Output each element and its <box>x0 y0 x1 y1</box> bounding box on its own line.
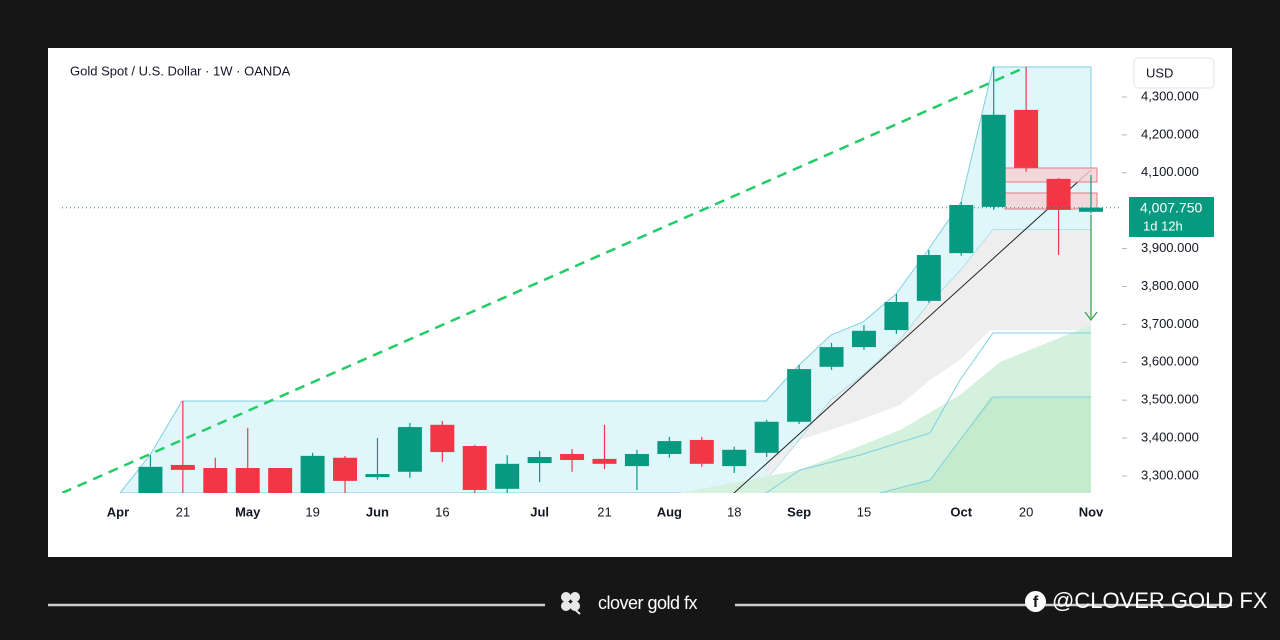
y-tick-label: 4,200.000 <box>1141 126 1199 141</box>
clover-icon <box>561 592 581 615</box>
candle-body <box>787 369 812 422</box>
handle: @CLOVER GOLD FX <box>1052 588 1268 613</box>
trend-line <box>733 169 1092 493</box>
candle-body <box>170 464 195 470</box>
candle-body <box>819 347 844 367</box>
x-tick-label: Sep <box>787 504 811 519</box>
x-tick-label: Oct <box>950 504 972 519</box>
candle-body <box>268 467 293 493</box>
candle-body <box>300 455 325 493</box>
candle-body <box>689 439 714 464</box>
x-tick-label: Nov <box>1079 504 1104 519</box>
candle-body <box>916 255 941 301</box>
currency[interactable]: USD <box>1146 65 1173 80</box>
x-tick-label: 15 <box>857 504 871 519</box>
candle-body <box>592 458 617 464</box>
x-tick-label: 18 <box>727 504 741 519</box>
x-tick-label: May <box>235 504 261 519</box>
y-tick-label: 3,400.000 <box>1141 429 1199 444</box>
x-tick-label: Jun <box>366 504 389 519</box>
last-price-label: 4,007.750 <box>1140 200 1202 216</box>
candle-body <box>624 453 649 467</box>
y-tick-label: 3,800.000 <box>1141 278 1199 293</box>
candle-body <box>1014 109 1039 168</box>
countdown: 1d 12h <box>1143 218 1183 233</box>
candle-body <box>560 453 585 461</box>
x-tick-label: 21 <box>597 504 611 519</box>
cloud-green-dark <box>880 397 1091 493</box>
chart-title: Gold Spot / U.S. Dollar · 1W · OANDA <box>70 63 291 78</box>
candle-body <box>722 449 747 467</box>
candle-body <box>1046 178 1071 210</box>
candle-body <box>657 441 682 454</box>
facebook-icon <box>1025 591 1046 612</box>
candle-body <box>430 424 455 453</box>
facebook-glyph: f <box>1033 594 1039 611</box>
x-tick-label: 16 <box>435 504 449 519</box>
x-tick-label: Apr <box>107 504 129 519</box>
channel-line <box>765 332 1091 493</box>
candle-body <box>949 204 974 254</box>
candle-body <box>981 114 1006 207</box>
x-tick-label: 20 <box>1019 504 1033 519</box>
y-tick-label: 3,500.000 <box>1141 392 1199 407</box>
y-tick-label: 3,600.000 <box>1141 354 1199 369</box>
candle-body <box>235 467 260 493</box>
x-tick-label: 21 <box>176 504 190 519</box>
y-tick-label: 4,100.000 <box>1141 164 1199 179</box>
drawings <box>62 65 1098 493</box>
trend-dashed <box>62 65 1027 493</box>
price-tag <box>1129 197 1214 237</box>
y-tick-label: 3,300.000 <box>1141 467 1199 482</box>
candle-body <box>203 467 228 493</box>
candle-body <box>365 474 390 478</box>
cloud-gray <box>734 230 1091 493</box>
candle-body <box>884 302 909 331</box>
arrow <box>1084 215 1098 321</box>
x-tick-label: 19 <box>305 504 319 519</box>
candle-body <box>495 463 520 489</box>
candle-body <box>527 456 552 464</box>
candle-body <box>397 427 422 472</box>
channel-line <box>879 396 1091 493</box>
x-tick-label: Aug <box>657 504 682 519</box>
candle-body <box>754 421 779 453</box>
brand: clover gold fx <box>598 593 698 613</box>
x-tick-label: Jul <box>530 504 549 519</box>
y-tick-label: 4,300.000 <box>1141 88 1199 103</box>
candles <box>138 66 1103 493</box>
candle-body <box>1079 207 1103 212</box>
y-tick-label: 3,700.000 <box>1141 316 1199 331</box>
y-tick-label: 3,900.000 <box>1141 240 1199 255</box>
candle-body <box>851 330 876 348</box>
candle-body <box>333 457 358 481</box>
currency-button[interactable] <box>1133 57 1215 89</box>
candle-body <box>138 466 163 493</box>
candle-body <box>462 446 487 490</box>
